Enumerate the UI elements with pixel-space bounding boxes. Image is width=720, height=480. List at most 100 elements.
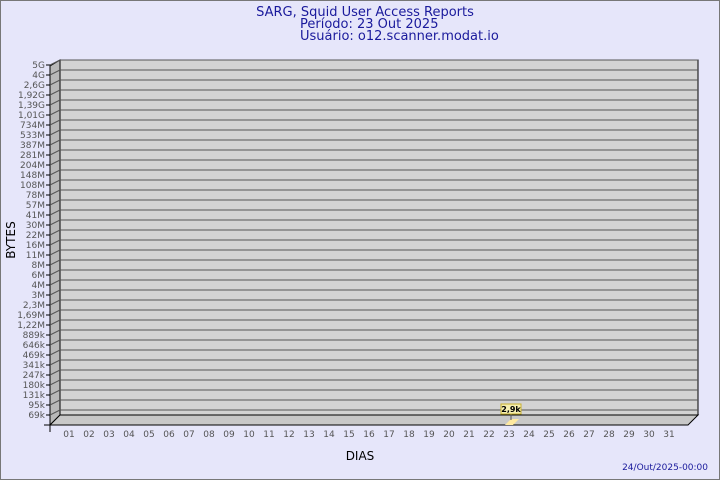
y-tick-label: 180k (23, 381, 46, 391)
y-tick-label: 2,6G (24, 81, 45, 91)
gridline-side (49, 309, 61, 316)
gridline-side (49, 109, 61, 116)
y-tick-label: 281M (20, 151, 45, 161)
y-tick-label: 4M (32, 281, 46, 291)
gridline-side (49, 69, 61, 76)
chart-user: Usuário: o12.scanner.modat.io (300, 29, 499, 44)
x-tick-label: 12 (283, 430, 294, 440)
y-tick-label: 469k (23, 351, 46, 361)
gridline-side (49, 219, 61, 226)
y-tick-label: 11M (26, 251, 45, 261)
x-tick-label: 17 (383, 430, 394, 440)
x-tick-label: 27 (583, 430, 594, 440)
plot-area: 5G4G2,6G1,92G1,39G1,01G734M533M387M281M2… (17, 59, 700, 440)
x-tick-label: 25 (543, 430, 554, 440)
y-axis-label: BYTES (4, 221, 18, 258)
x-axis-label: DIAS (346, 449, 375, 463)
x-tick-label: 16 (363, 430, 375, 440)
y-tick-label: 387M (20, 141, 45, 151)
gridline-side (49, 179, 61, 186)
y-tick-label: 1,22M (17, 321, 45, 331)
y-tick-label: 734M (20, 121, 45, 131)
gridline-side (49, 79, 61, 86)
gridline-side (49, 169, 61, 176)
y-tick-label: 8M (32, 261, 46, 271)
x-tick-label: 19 (423, 430, 435, 440)
gridline-side (49, 279, 61, 286)
gridline-side (49, 129, 61, 136)
y-tick-label: 30M (26, 221, 45, 231)
gridline-side (49, 269, 61, 276)
x-tick-label: 06 (163, 430, 175, 440)
bar-value-label: 2,9k (501, 405, 521, 414)
y-tick-label: 2,3M (23, 301, 45, 311)
x-tick-label: 08 (203, 430, 215, 440)
gridline-side (49, 119, 61, 126)
x-tick-label: 21 (463, 430, 474, 440)
x-tick-label: 14 (323, 430, 335, 440)
x-tick-label: 11 (263, 430, 274, 440)
chart-title: SARG, Squid User Access Reports (256, 5, 474, 20)
y-tick-label: 57M (26, 201, 45, 211)
gridline-side (49, 369, 61, 376)
y-tick-label: 1,69M (17, 311, 45, 321)
y-tick-label: 22M (26, 231, 45, 241)
x-tick-label: 18 (403, 430, 415, 440)
y-tick-label: 16M (26, 241, 45, 251)
gridline-side (49, 239, 61, 246)
x-tick-label: 07 (183, 430, 194, 440)
y-tick-label: 1,92G (18, 91, 45, 101)
y-tick-label: 108M (20, 181, 45, 191)
x-tick-label: 20 (443, 430, 455, 440)
x-tick-label: 31 (663, 430, 674, 440)
gridline-side (49, 139, 61, 146)
y-tick-label: 533M (20, 131, 45, 141)
x-tick-label: 26 (563, 430, 575, 440)
bar-label-box (500, 403, 522, 415)
x-tick-label: 22 (483, 430, 494, 440)
gridline-side (49, 319, 61, 326)
x-tick-label: 03 (103, 430, 114, 440)
gridline-side (49, 159, 61, 166)
y-tick-label: 247k (23, 371, 46, 381)
gridline-side (49, 349, 61, 356)
x-tick-label: 23 (503, 430, 514, 440)
x-tick-label: 30 (643, 430, 655, 440)
gridline-side (49, 199, 61, 206)
back-wall (59, 59, 699, 416)
gridline-side (49, 379, 61, 386)
x-tick-label: 29 (623, 430, 635, 440)
y-tick-label: 95k (28, 401, 45, 411)
y-tick-label: 78M (26, 191, 45, 201)
y-tick-label: 1,39G (18, 101, 45, 111)
x-tick-label: 02 (83, 430, 94, 440)
y-tick-label: 341k (23, 361, 46, 371)
x-tick-label: 01 (63, 430, 74, 440)
y-tick-label: 6M (32, 271, 46, 281)
y-tick-label: 41M (26, 211, 45, 221)
gridline-side (49, 99, 61, 106)
y-tick-label: 646k (23, 341, 46, 351)
bar-day-23 (505, 419, 519, 425)
gridline-side (49, 389, 61, 396)
gridline-side (49, 189, 61, 196)
y-tick-label: 69k (28, 411, 45, 421)
gridline-side (49, 329, 61, 336)
gridline-side (49, 289, 61, 296)
x-tick-label: 24 (523, 430, 535, 440)
x-tick-label: 13 (303, 430, 314, 440)
y-tick-label: 148M (20, 171, 45, 181)
y-tick-label: 1,01G (18, 111, 45, 121)
x-tick-label: 10 (243, 430, 255, 440)
gridline-side (49, 409, 61, 416)
y-tick-label: 4G (32, 71, 45, 81)
y-tick-label: 3M (32, 291, 46, 301)
y-tick-label: 131k (23, 391, 46, 401)
gridline-side (49, 149, 61, 156)
x-tick-label: 15 (343, 430, 354, 440)
gridline-side (49, 259, 61, 266)
chart-period: Período: 23 Out 2025 (300, 17, 438, 32)
gridline-side (49, 359, 61, 366)
gridline-side (49, 89, 61, 96)
